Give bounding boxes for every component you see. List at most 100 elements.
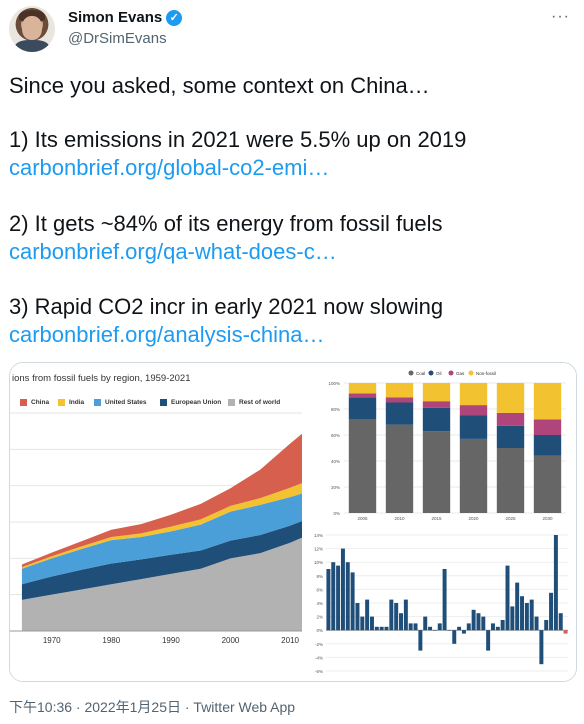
- legend-china: China: [20, 399, 49, 406]
- growth-bar: [389, 599, 394, 631]
- growth-bar: [539, 630, 544, 665]
- growth-bar: [520, 596, 525, 631]
- stacked-bar-segment: [422, 431, 451, 513]
- growth-bar: [331, 562, 336, 631]
- growth-bar: [345, 562, 350, 631]
- stacked-bar-chart: Coal Oil Gas Non-fossil 0% 20% 40% 60% 80% 100% 20…: [328, 370, 566, 521]
- growth-bar: [340, 548, 345, 631]
- legend-india: India: [58, 399, 84, 406]
- growth-bar: [486, 630, 491, 651]
- author-name[interactable]: Simon Evans: [68, 9, 163, 26]
- growth-bar: [553, 535, 558, 631]
- tweet-text-line-1: Since you asked, some context on China…: [9, 73, 430, 98]
- legend-label-oil: Oil: [436, 371, 442, 376]
- y-tick-label: 6%: [316, 587, 323, 592]
- tweet-timestamp[interactable]: 下午10:36 · 2022年1月25日 · Twitter Web App: [9, 699, 296, 715]
- growth-bar: [457, 626, 462, 631]
- growth-bar: [515, 582, 520, 631]
- y-tick-label: 0%: [333, 511, 340, 516]
- legend-label-non-fossil: Non-fossil: [476, 371, 496, 376]
- stacked-bar-segment: [459, 383, 488, 406]
- growth-bar: [418, 630, 423, 651]
- growth-bar: [558, 613, 563, 631]
- legend-label-gas: Gas: [456, 371, 465, 376]
- avatar[interactable]: [9, 6, 55, 52]
- growth-bar: [379, 626, 384, 631]
- y-tick-label: 100%: [328, 381, 340, 386]
- y-tick-label: 14%: [314, 533, 323, 538]
- growth-bar: [442, 569, 447, 631]
- growth-bar: [544, 620, 549, 631]
- media-image-bar-charts[interactable]: Coal Oil Gas Non-fossil 0% 20% 40% 60% 80% 100% 20…: [304, 363, 576, 681]
- stacked-bar-segment: [459, 405, 488, 416]
- media-image-area-chart[interactable]: ions from fossil fuels by region, 1959-2…: [10, 363, 302, 681]
- area-series-united-states: [21, 493, 302, 585]
- growth-bar: [529, 599, 534, 631]
- author-handle[interactable]: @DrSimEvans: [68, 30, 167, 47]
- growth-bar: [466, 623, 471, 631]
- legend-dot-coal: [408, 370, 414, 376]
- growth-bar: [384, 626, 389, 631]
- stacked-bar-segment: [385, 424, 414, 513]
- stacked-bar-segment: [496, 383, 525, 413]
- stacked-bar-segment: [348, 383, 377, 394]
- avatar-shirt: [15, 40, 49, 52]
- y-tick-label: 0%: [316, 628, 323, 633]
- tweet-text-line-4: 3) Rapid CO2 incr in early 2021 now slow…: [9, 294, 444, 319]
- author-name-row[interactable]: Simon Evans ✓: [68, 9, 183, 26]
- growth-bar: [524, 603, 529, 631]
- growth-bar: [563, 630, 568, 634]
- y-tick-label: 40%: [331, 459, 340, 464]
- growth-bar: [394, 603, 399, 631]
- stacked-bar-segment: [348, 419, 377, 513]
- growth-bar: [374, 626, 379, 631]
- stacked-bar-segment: [385, 397, 414, 403]
- x-tick-label: 1980: [102, 636, 120, 645]
- growth-bar: [510, 606, 515, 631]
- growth-bar: [452, 630, 457, 644]
- legend-european-union: European Union: [160, 399, 221, 406]
- stacked-bar-segment: [496, 412, 525, 426]
- legend-dot-gas: [448, 370, 454, 376]
- stacked-bar-segment: [348, 393, 377, 398]
- more-icon[interactable]: ···: [551, 8, 570, 25]
- growth-bar: [336, 565, 341, 631]
- x-tick-label: 2000: [222, 636, 240, 645]
- stacked-bar-segment: [385, 402, 414, 425]
- y-tick-label: 8%: [316, 574, 323, 579]
- legend-united-states: United States: [94, 399, 147, 406]
- tweet-text-line-2: 1) Its emissions in 2021 were 5.5% up on…: [9, 127, 467, 152]
- stacked-bar-segment: [422, 401, 451, 408]
- growth-bar: [399, 613, 404, 631]
- growth-bar: [365, 599, 370, 631]
- x-tick-label: 2005: [357, 516, 368, 521]
- tweet-link-3[interactable]: carbonbrief.org/analysis-china…: [9, 322, 325, 347]
- y-tick-label: -2%: [315, 642, 323, 647]
- growth-bar: [505, 565, 510, 631]
- growth-bar: [350, 572, 355, 631]
- growth-bar: [500, 620, 505, 631]
- x-tick-label: 2030: [542, 516, 553, 521]
- y-tick-label: 10%: [314, 560, 323, 565]
- y-tick-label: 4%: [316, 601, 323, 606]
- verified-badge-icon: ✓: [166, 9, 183, 26]
- growth-bar: [549, 592, 554, 631]
- growth-bar: [408, 623, 413, 631]
- tweet-link-1[interactable]: carbonbrief.org/global-co2-emi…: [9, 155, 330, 180]
- y-tick-label: -4%: [315, 655, 323, 660]
- legend-dot-oil: [428, 370, 434, 376]
- stacked-bar-segment: [422, 383, 451, 402]
- growth-bar: [481, 616, 486, 631]
- growth-bar: [423, 616, 428, 631]
- growth-bar: [413, 623, 418, 631]
- stacked-bar-segment: [348, 397, 377, 420]
- area-chart-title: ions from fossil fuels by region, 1959-2…: [12, 373, 191, 384]
- growth-bar: [360, 616, 365, 631]
- stacked-bar-segment: [496, 448, 525, 513]
- x-tick-label: 2010: [394, 516, 405, 521]
- tweet-media[interactable]: ions from fossil fuels by region, 1959-2…: [9, 362, 577, 682]
- area-series-china: [21, 433, 302, 568]
- growth-bar: [447, 630, 452, 631]
- tweet-link-2[interactable]: carbonbrief.org/qa-what-does-c…: [9, 239, 337, 264]
- legend-dot-non-fossil: [468, 370, 474, 376]
